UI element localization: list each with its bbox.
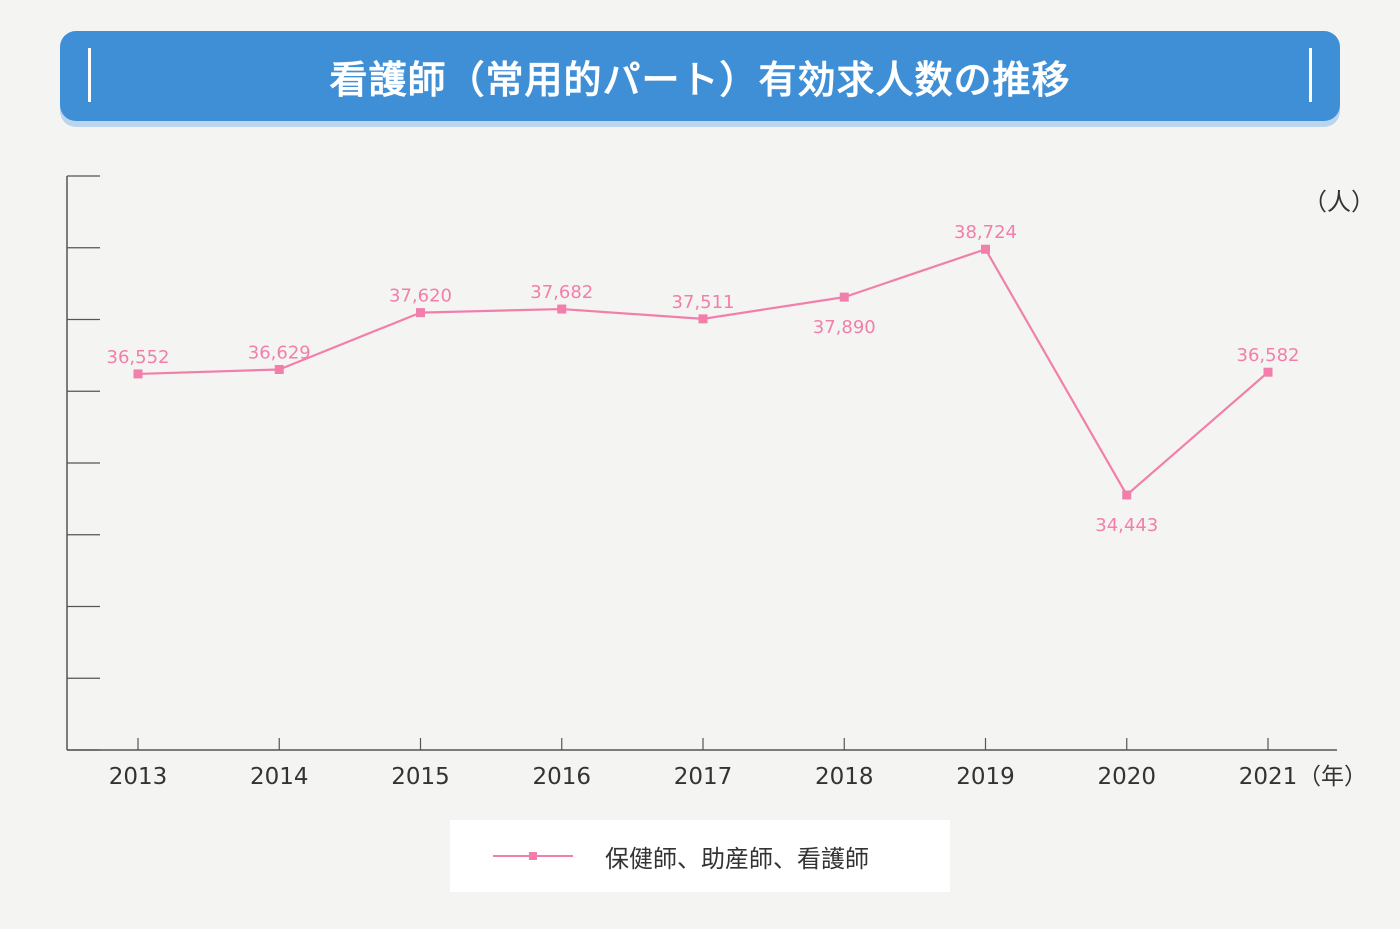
x-tick-label: 2017 [674,764,733,790]
title-right-mark [1309,48,1312,102]
x-tick-label: 2019 [956,764,1015,790]
data-label: 37,890 [813,317,876,338]
data-label: 38,724 [954,222,1017,243]
x-tick-label: 2013 [109,764,168,790]
data-point [416,308,425,318]
data-point [698,314,708,324]
data-label: 36,629 [248,342,311,363]
data-label: 36,582 [1237,345,1300,366]
data-label: 37,620 [389,286,452,307]
series-line [137,248,1269,497]
x-tick-label: 2016 [532,764,591,790]
x-tick-label: 2020 [1097,764,1156,790]
x-tick-label: 2018 [815,764,874,790]
x-tick-label: 2021 [1239,764,1298,790]
title-left-mark [88,48,91,102]
data-point [274,364,284,374]
data-label: 36,552 [107,347,170,368]
title-banner: 看護師（常用的パート）有効求人数の推移 [60,31,1340,121]
y-axis-unit-label: （人） [1303,188,1375,216]
chart-title: 看護師（常用的パート）有効求人数の推移 [329,57,1071,102]
legend: 保健師、助産師、看護師 [450,820,950,892]
data-point [981,244,990,254]
data-point [1263,367,1273,377]
x-tick-label: 2014 [250,764,309,790]
data-label: 37,511 [672,292,735,313]
x-tick-label: 2015 [391,764,450,790]
data-point [133,369,143,379]
data-point [839,292,849,302]
data-label: 37,682 [530,282,593,303]
data-point [557,304,567,314]
x-axis-unit-label: （年） [1298,764,1367,790]
data-label: 34,443 [1095,515,1158,536]
data-point [1122,490,1132,500]
legend-label: 保健師、助産師、看護師 [605,844,869,873]
legend-swatch [493,851,573,861]
